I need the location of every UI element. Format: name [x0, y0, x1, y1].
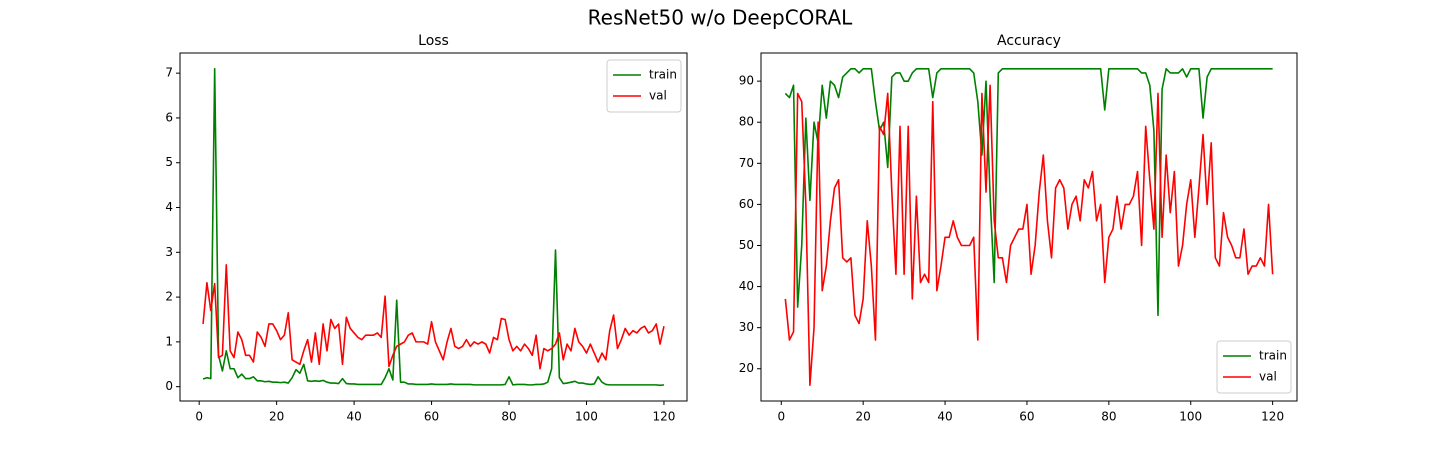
y-tick-label: 20	[739, 361, 754, 375]
x-tick-label: 60	[1019, 410, 1034, 424]
series-line	[202, 67, 665, 387]
axes-title: Loss	[418, 33, 449, 49]
series-line	[784, 84, 1274, 386]
y-tick-label: 1	[165, 334, 173, 348]
y-tick-label: 4	[165, 200, 173, 214]
x-tick-label: 20	[856, 410, 871, 424]
axes-frame	[179, 52, 688, 402]
y-tick-label: 30	[739, 320, 754, 334]
y-tick-label: 3	[165, 245, 173, 259]
x-tick-label: 80	[1101, 410, 1116, 424]
x-tick-label: 20	[269, 410, 284, 424]
x-tick-label: 60	[424, 410, 439, 424]
y-tick-label: 0	[165, 379, 173, 393]
legend-box	[606, 59, 682, 113]
legend-label: train	[649, 68, 677, 82]
x-tick-label: 100	[1179, 410, 1202, 424]
axes-title: Accuracy	[997, 33, 1061, 49]
x-tick-label: 120	[1261, 410, 1284, 424]
legend-label: val	[649, 89, 667, 103]
x-tick-label: 40	[346, 410, 361, 424]
x-tick-label: 0	[195, 410, 203, 424]
legend-label: val	[1259, 370, 1277, 384]
y-tick-label: 40	[739, 279, 754, 293]
y-tick-label: 7	[165, 66, 173, 80]
y-tick-label: 60	[739, 197, 754, 211]
y-tick-label: 70	[739, 156, 754, 170]
y-tick-label: 90	[739, 74, 754, 88]
series-line	[202, 264, 665, 370]
y-tick-label: 80	[739, 115, 754, 129]
x-tick-label: 100	[575, 410, 598, 424]
y-tick-label: 2	[165, 290, 173, 304]
x-tick-label: 40	[937, 410, 952, 424]
y-tick-label: 6	[165, 110, 173, 124]
y-tick-label: 5	[165, 155, 173, 169]
axes-frame	[760, 52, 1298, 402]
series-line	[784, 68, 1273, 317]
x-tick-label: 0	[777, 410, 785, 424]
x-tick-label: 80	[501, 410, 516, 424]
legend-box	[1216, 340, 1292, 394]
y-tick-label: 50	[739, 238, 754, 252]
legend-label: train	[1259, 349, 1287, 363]
x-tick-label: 120	[653, 410, 676, 424]
figure-title: ResNet50 w/o DeepCORAL	[588, 6, 854, 30]
